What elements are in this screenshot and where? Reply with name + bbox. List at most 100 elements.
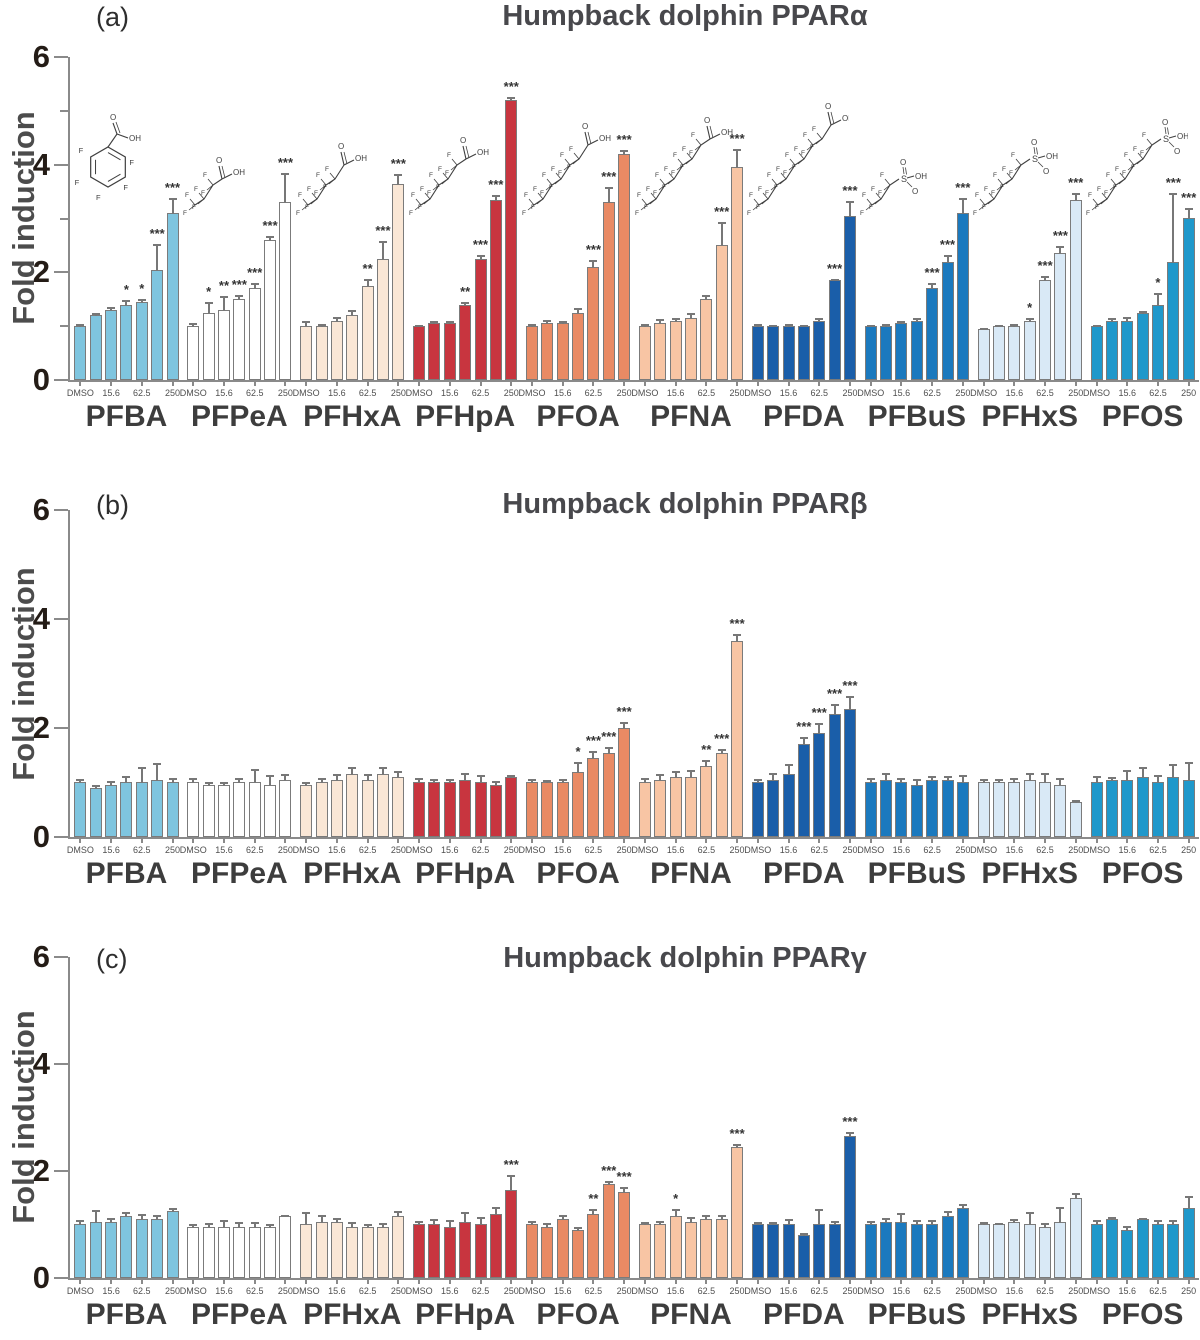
bar-pfoa-c1: [541, 323, 554, 380]
bar-slot: * 62.5: [133, 57, 151, 398]
bar-slot: * 62.5: [1149, 57, 1167, 398]
bar-slot: ***: [375, 57, 391, 380]
bar-slot: ** 62.5: [585, 957, 603, 1296]
bar-pfos-250: [1182, 780, 1195, 837]
error-bar-cap: [897, 1213, 906, 1215]
error-bar-cap: [415, 1221, 424, 1223]
bar-slot: *** 250: [165, 57, 180, 398]
x-axis-tick-label: 15.6: [1118, 845, 1136, 855]
x-axis-tick: [530, 1278, 533, 1284]
bar-pfbus-250: [956, 782, 969, 837]
significance-stars: ***: [796, 719, 812, 734]
bar-slot: *** 250: [842, 510, 857, 855]
error-bar-cap: [1184, 1196, 1193, 1198]
error-bar: [946, 776, 949, 781]
x-axis-tick: [305, 837, 308, 843]
bar-slot: [489, 957, 503, 1278]
bar-pfda-15.6: [782, 326, 795, 380]
bar-slot: [540, 57, 554, 380]
error-bar: [848, 201, 851, 217]
bar-slot: *** 62.5: [923, 57, 941, 398]
bar-pfda-c3: [797, 1235, 810, 1278]
error-bar: [1156, 775, 1159, 783]
error-bar: [1141, 767, 1144, 778]
bar-slot: [910, 510, 924, 837]
x-axis-tick: [1095, 1278, 1098, 1284]
error-bar: [1126, 770, 1129, 781]
significance-stars: ***: [503, 1157, 519, 1172]
x-axis-tick: [397, 1278, 400, 1284]
y-axis-tick-label: 0: [32, 362, 50, 397]
error-bar-cap: [799, 1233, 808, 1235]
bar-slot: DMSO: [293, 957, 320, 1296]
x-axis-tick: [397, 837, 400, 843]
x-axis-tick: [366, 1278, 369, 1284]
bar-pfba-c3: [120, 782, 133, 837]
error-bar: [1110, 318, 1113, 322]
x-axis-tick: [756, 1278, 759, 1284]
bar-slot: 62.5: [472, 957, 489, 1296]
bar-pfhxs-c1: [992, 782, 1005, 837]
x-axis-tick-label: 62.5: [471, 388, 490, 398]
bar-pfba-c5: [151, 1219, 164, 1278]
bar-slot: DMSO: [406, 57, 433, 398]
bar-pfos-250: [1182, 218, 1195, 380]
bar-pfba-c1: [89, 788, 102, 837]
error-bar: [464, 302, 467, 306]
error-bar: [530, 779, 533, 783]
error-bar-cap: [702, 760, 711, 762]
error-bar-cap: [830, 704, 839, 706]
bar-pfhxa-62.5: [361, 780, 374, 837]
x-axis-tick: [818, 1278, 821, 1284]
x-axis-tick-label: DMSO: [66, 845, 94, 855]
error-bar: [1028, 1212, 1031, 1225]
x-axis-tick: [623, 837, 626, 843]
panel-title-b: Humpback dolphin PPARβ: [502, 488, 868, 520]
error-bar-cap: [91, 785, 100, 787]
compound-group-pfna: DMSO 15.6 ** 62.5 *** *** 250 PFNA: [631, 510, 748, 890]
bar-pfhpa-250: [505, 1190, 518, 1278]
error-bar-cap: [317, 778, 326, 780]
error-bar-cap: [491, 1207, 500, 1209]
bar-pfbus-15.6: [895, 323, 908, 380]
error-bar-cap: [1025, 773, 1034, 775]
error-bar-cap: [686, 770, 695, 772]
error-bar: [997, 779, 1000, 783]
bar-slot: [202, 510, 216, 837]
error-bar-cap: [589, 260, 598, 262]
error-bar-cap: [769, 1222, 778, 1224]
x-axis-tick: [530, 837, 533, 843]
bar-pfhxs-c3: [1023, 1224, 1036, 1278]
bar-slot: DMSO: [857, 510, 884, 855]
bar-slot: 15.6: [102, 510, 120, 855]
error-bar: [305, 782, 308, 786]
x-axis-tick: [900, 837, 903, 843]
error-bar: [592, 751, 595, 759]
x-axis-tick-label: 250: [165, 388, 181, 398]
x-axis-tick-label: 62.5: [471, 1286, 490, 1296]
error-bar: [1028, 318, 1031, 322]
error-bar-cap: [137, 299, 146, 301]
bar-pfpea-62.5: [248, 288, 261, 380]
x-axis-tick: [253, 837, 256, 843]
x-axis-tick-label: 15.6: [553, 388, 572, 398]
group-label-pfhpa: PFHpA: [415, 1298, 516, 1331]
bar-slot: 15.6: [554, 957, 571, 1296]
error-bar-cap: [1153, 1220, 1162, 1222]
x-axis-tick-label: 250: [165, 845, 181, 855]
bar-pfbus-15.6: [895, 1222, 908, 1278]
x-axis-tick-label: 250: [165, 1286, 181, 1296]
group-label-pfba: PFBA: [85, 1298, 168, 1331]
bar-pfbus-62.5: [926, 288, 939, 380]
bar-slot: [766, 957, 780, 1278]
error-bar-cap: [204, 302, 213, 304]
significance-stars: **: [218, 278, 230, 293]
error-bar-cap: [815, 723, 824, 725]
error-bar: [140, 767, 143, 783]
plot-area-b: DMSO 15.6 62.5 250 PFBA DMSO 15.6 62.5 250 PFPeA D…: [67, 510, 1199, 890]
bar-slot: 15.6: [102, 957, 120, 1296]
bar-pfba-c3: [120, 1216, 133, 1278]
x-axis-tick: [1044, 837, 1047, 843]
bar-pfda-15.6: [782, 1224, 795, 1278]
error-bar: [140, 1214, 143, 1220]
